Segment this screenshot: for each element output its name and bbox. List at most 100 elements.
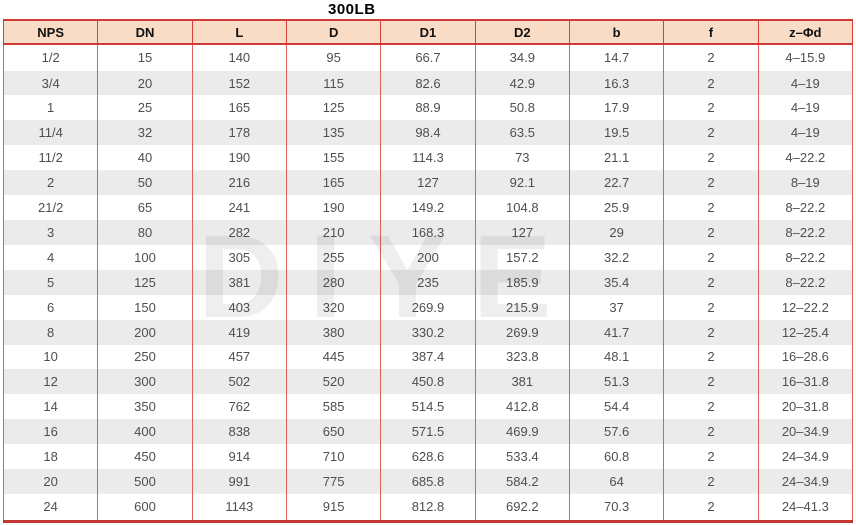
table-row: 18 450 914 710 628.6 533.4 60.8 2 24–34.9 [2, 444, 854, 470]
table-cell: 88.9 [380, 95, 476, 121]
table-cell: 115 [285, 70, 382, 96]
table-cell: 2 [663, 269, 759, 295]
table-cell: 65 [97, 195, 193, 220]
cell-value: 692.2 [506, 499, 539, 515]
table-cell: 92.1 [474, 170, 570, 196]
cell-value: 178 [228, 125, 251, 141]
table-row: 11/4 32 178 135 98.4 63.5 19.5 2 4–19 [2, 120, 854, 146]
table-cell: 73 [474, 145, 570, 171]
table-cell: 600 [97, 493, 193, 522]
table-cell: 5 [2, 269, 99, 295]
table-cell: 2 [663, 419, 759, 445]
table-cell: 2 [663, 444, 759, 470]
cell-value: 685.8 [411, 474, 445, 490]
cell-value: 34.9 [509, 50, 535, 66]
table-cell: 64 [568, 469, 665, 494]
table-cell: 2 [663, 369, 759, 395]
cell-value: 64 [609, 474, 624, 490]
header-row: NPS DN L D D1 D2 b f z–Φd [2, 19, 854, 45]
table-cell: 57.6 [568, 419, 665, 445]
cell-value: 2 [707, 50, 715, 66]
table-cell: 200 [97, 319, 193, 345]
table-cell: 812.8 [380, 493, 476, 522]
cell-value: 403 [228, 299, 251, 315]
cell-value: 16 [43, 424, 58, 440]
table-header: NPS DN L D D1 D2 b f z–Φd [2, 19, 854, 45]
cell-value: 269.9 [506, 324, 539, 340]
cell-value: 15 [137, 50, 153, 66]
table-cell: 34.9 [474, 44, 570, 71]
table-cell: 42.9 [474, 70, 570, 96]
cell-value: 73 [515, 150, 530, 166]
table-cell: 11/4 [2, 120, 99, 146]
cell-value: 4–19 [790, 100, 820, 116]
cell-value: 320 [322, 299, 345, 315]
table-cell: 2 [663, 120, 759, 146]
cell-value: 88.9 [415, 100, 441, 116]
cell-value: 24–34.9 [781, 449, 829, 465]
cell-value: 4 [47, 249, 55, 265]
table-cell: 24–34.9 [757, 444, 854, 470]
cell-value: 24–34.9 [781, 474, 829, 490]
table-cell: 41.7 [568, 319, 665, 345]
table-cell: 381 [474, 369, 570, 395]
table-cell: 12–25.4 [757, 319, 854, 345]
table-cell: 469.9 [474, 419, 570, 445]
table-row: 14 350 762 585 514.5 412.8 54.4 2 20–31.8 [2, 394, 854, 420]
table-cell: 6 [2, 294, 99, 320]
cell-value: 585 [322, 399, 345, 415]
table-cell: 1143 [191, 493, 287, 522]
cell-value: 140 [228, 50, 251, 66]
cell-value: 600 [134, 499, 156, 515]
table-cell: 16 [2, 419, 99, 445]
cell-value: 2 [707, 100, 715, 116]
cell-value: 915 [322, 499, 345, 515]
table-cell: 685.8 [380, 469, 476, 494]
cell-value: 48.1 [603, 349, 630, 365]
cell-value: 54.4 [603, 399, 630, 415]
cell-value: 457 [228, 349, 251, 365]
cell-value: 300 [134, 374, 156, 390]
cell-value: 16.3 [603, 75, 630, 91]
table-cell: 185.9 [474, 269, 570, 295]
table-row: 2 50 216 165 127 92.1 22.7 2 8–19 [2, 170, 854, 196]
table-cell: 125 [97, 269, 193, 295]
cell-value: 1 [47, 100, 55, 116]
cell-value: 24–41.3 [781, 499, 829, 515]
cell-value: 104.8 [506, 200, 539, 216]
table-row: 21/2 65 241 190 149.2 104.8 25.9 2 8–22.2 [2, 195, 854, 220]
table-cell: 457 [191, 344, 287, 370]
cell-value: 50.8 [509, 100, 535, 116]
table-cell: 150 [97, 294, 193, 320]
cell-value: 20–31.8 [781, 399, 829, 415]
cell-value: 200 [417, 249, 439, 265]
table-cell: 8–22.2 [757, 220, 854, 245]
table-cell: 149.2 [380, 195, 476, 220]
cell-value: 20 [137, 75, 153, 91]
cell-value: 8–22.2 [785, 249, 826, 265]
table-cell: 20 [97, 70, 193, 96]
table-cell: 165 [285, 170, 382, 196]
table-cell: 12 [2, 369, 99, 395]
table-cell: 35.4 [568, 269, 665, 295]
table-cell: 22.7 [568, 170, 665, 196]
table-cell: 4–19 [757, 120, 854, 146]
table-cell: 100 [97, 244, 193, 270]
cell-value: 32.2 [603, 249, 630, 265]
cell-value: 60.8 [603, 449, 630, 465]
cell-value: 628.6 [411, 449, 445, 465]
table-row: 24 600 1143 915 812.8 692.2 70.3 2 24–41.3 [2, 493, 854, 522]
table-cell: 51.3 [568, 369, 665, 395]
table-cell: 37 [568, 294, 665, 320]
table-cell: 16.3 [568, 70, 665, 96]
cell-value: 114.3 [412, 150, 444, 166]
cell-value: 51.3 [603, 374, 630, 390]
table-cell: 11/2 [2, 145, 99, 171]
table-cell: 241 [191, 195, 287, 220]
table-cell: 8–22.2 [757, 195, 854, 220]
cell-value: 502 [228, 374, 251, 390]
cell-value: 500 [134, 474, 156, 490]
cell-value: 165 [228, 100, 251, 116]
cell-value: 387.4 [411, 349, 445, 365]
cell-value: 32 [137, 125, 153, 141]
